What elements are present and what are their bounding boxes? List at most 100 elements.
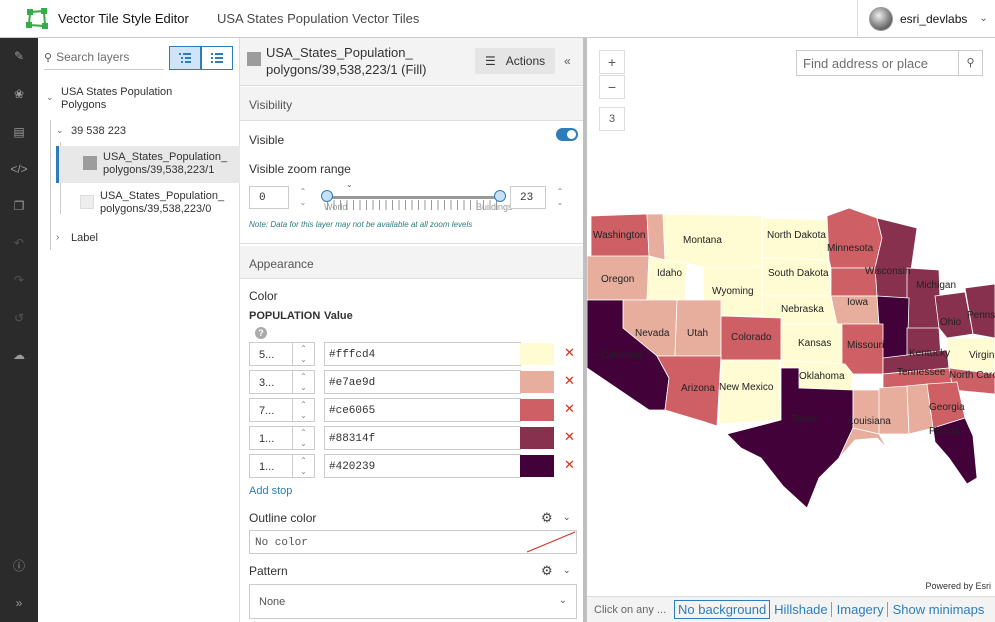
state-label: North Carol (949, 370, 995, 381)
stop-hex-input[interactable]: #fffcd4 (324, 342, 521, 366)
state-label: Missouri (847, 340, 884, 351)
search-icon[interactable]: ⚲ (958, 51, 982, 75)
zoom-max-handle[interactable] (494, 190, 506, 202)
tree-label-group: Label (71, 232, 98, 244)
basemap-imagery[interactable]: Imagery (837, 602, 888, 617)
zoom-max-stepper[interactable]: ⌃ ⌄ (556, 187, 564, 207)
chevron-down-icon[interactable]: ⌄ (563, 565, 571, 575)
list-view-icon (179, 53, 191, 63)
stop-value-input[interactable]: 7... (249, 398, 293, 422)
stop-hex-input[interactable]: #ce6065 (324, 398, 521, 422)
zoom-in-button[interactable]: + (599, 50, 625, 74)
save-cloud-icon[interactable]: ☁ (13, 348, 25, 362)
list-view-button[interactable] (169, 46, 201, 70)
code-icon[interactable]: </> (10, 162, 28, 176)
grid-view-icon (211, 53, 223, 63)
stop-value-stepper[interactable]: ⌃ ⌄ (293, 426, 315, 450)
outline-color-value: No color (255, 537, 308, 549)
tree-group-polygons[interactable]: ⌄ USA States Population Polygons (38, 86, 240, 114)
appearance-section-header[interactable]: Appearance (240, 246, 583, 279)
visibility-section-header[interactable]: Visibility (240, 87, 583, 121)
chevron-down-icon[interactable]: ⌄ (563, 512, 571, 522)
basemap-hillshade[interactable]: Hillshade (774, 602, 832, 617)
state-label: Virgin (969, 350, 994, 361)
stop-hex-input[interactable]: #420239 (324, 454, 521, 478)
zoom-min-handle[interactable] (321, 190, 333, 202)
delete-icon[interactable]: ✕ (564, 345, 575, 360)
stop-color-swatch[interactable] (520, 427, 554, 449)
geocode-search-input[interactable]: Find address or place ⚲ (796, 50, 983, 76)
copy-icon[interactable]: ❐ (13, 199, 25, 213)
stop-hex-input[interactable]: #e7ae9d (324, 370, 521, 394)
zoom-min-input[interactable]: 0 (249, 186, 289, 209)
collapse-icon[interactable]: « (564, 54, 571, 68)
info-icon[interactable]: ⓘ (12, 559, 25, 573)
delete-icon[interactable]: ✕ (564, 373, 575, 388)
tree-item-fill-0[interactable]: USA_States_Population_ polygons/39,538,2… (56, 187, 240, 217)
state-label: Minnesota (827, 243, 874, 254)
gear-icon[interactable]: ⚙ (541, 563, 553, 578)
undo-icon[interactable]: ↶ (13, 236, 25, 250)
tick-label-buildings: Buildings (476, 202, 513, 212)
show-minimaps-toggle[interactable]: Show minimaps (892, 602, 985, 617)
basemap-no-background[interactable]: No background (674, 600, 771, 619)
state-label: California (601, 350, 644, 361)
stop-color-swatch[interactable] (520, 343, 554, 365)
stop-value-input[interactable]: 5... (249, 342, 293, 366)
stop-color-swatch[interactable] (520, 371, 554, 393)
state-label: Nebraska (781, 304, 824, 315)
stop-value-stepper[interactable]: ⌃ ⌄ (293, 454, 315, 478)
help-icon[interactable]: ? (255, 327, 267, 339)
tree-item-fill-1[interactable]: USA_States_Population_ polygons/39,538,2… (56, 146, 240, 183)
zoom-range-slider[interactable] (327, 196, 500, 199)
expand-icon[interactable]: » (15, 596, 23, 610)
state-label: Florida (929, 426, 960, 437)
actions-button[interactable]: ☰ Actions (475, 48, 555, 74)
state-label: North Dakota (767, 230, 826, 241)
layer-search-input[interactable]: ⚲ Search layers (44, 47, 164, 67)
stop-hex-input[interactable]: #88314f (324, 426, 521, 450)
delete-icon[interactable]: ✕ (564, 429, 575, 444)
state-label: Penns (967, 310, 995, 321)
app-logo-icon[interactable] (26, 7, 48, 30)
delete-icon[interactable]: ✕ (564, 457, 575, 472)
state-label: Michigan (916, 280, 956, 291)
geocode-placeholder: Find address or place (803, 55, 929, 71)
visible-toggle[interactable] (556, 128, 578, 141)
quick-edit-icon[interactable]: ❀ (13, 87, 25, 101)
zoom-max-input[interactable]: 23 (510, 186, 546, 209)
gear-icon[interactable]: ⚙ (541, 510, 553, 525)
tree-subgroup[interactable]: ⌄ 39 538 223 (38, 125, 240, 139)
outline-color-field[interactable]: No color (249, 530, 577, 554)
stop-value-input[interactable]: 1... (249, 426, 293, 450)
divider (240, 243, 583, 244)
pattern-select[interactable]: None ⌄ (249, 584, 577, 619)
reset-icon[interactable]: ↺ (13, 311, 25, 325)
actions-label: Actions (505, 54, 546, 68)
stop-value-stepper[interactable]: ⌃ ⌄ (293, 398, 315, 422)
tree-group-label-layer[interactable]: › Label (38, 232, 240, 246)
edit-style-icon[interactable]: ✎ (13, 49, 25, 63)
map-view[interactable]: Washington Montana North Dakota Minnesota Or… (587, 38, 995, 622)
state-arkansas (852, 389, 884, 435)
stop-value-input[interactable]: 3... (249, 370, 293, 394)
delete-icon[interactable]: ✕ (564, 401, 575, 416)
flat-view-button[interactable] (201, 46, 233, 70)
state-label: Kansas (798, 338, 831, 349)
zoom-min-stepper[interactable]: ⌃ ⌄ (299, 187, 307, 207)
stop-color-swatch[interactable] (520, 455, 554, 477)
zoom-out-button[interactable]: − (599, 75, 625, 99)
layers-icon[interactable]: ▤ (13, 125, 25, 139)
stop-value-stepper[interactable]: ⌃ ⌄ (293, 342, 315, 366)
stop-value-input[interactable]: 1... (249, 454, 293, 478)
visibility-section-title: Visibility (249, 98, 293, 112)
stop-value-stepper[interactable]: ⌃ ⌄ (293, 370, 315, 394)
stop-color-swatch[interactable] (520, 399, 554, 421)
color-stop-row: 1... ⌃ ⌄ #420239 ✕ (249, 454, 579, 478)
chevron-right-icon: › (56, 232, 60, 243)
redo-icon[interactable]: ↷ (13, 273, 25, 287)
state-label: Louisiana (848, 416, 891, 427)
user-menu[interactable]: esri_devlabs ⌄ (857, 0, 995, 37)
add-stop-link[interactable]: Add stop (249, 485, 293, 497)
